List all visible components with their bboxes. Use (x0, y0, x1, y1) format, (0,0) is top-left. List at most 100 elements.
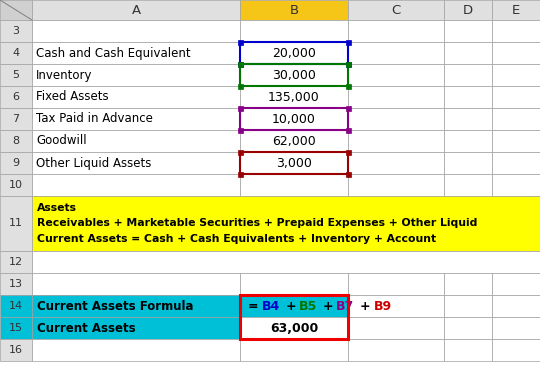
Text: Current Assets Formula: Current Assets Formula (37, 300, 193, 312)
Bar (32, 174, 240, 196)
Text: 9: 9 (12, 158, 19, 168)
Bar (238, 84, 243, 89)
Text: B9: B9 (374, 300, 391, 312)
Bar (0, 339, 32, 361)
Bar (492, 295, 540, 317)
Text: 30,000: 30,000 (272, 68, 316, 81)
Bar (240, 152, 348, 174)
Text: 20,000: 20,000 (272, 47, 316, 59)
Bar (346, 40, 351, 45)
Text: 14: 14 (9, 301, 23, 311)
Bar (346, 150, 351, 155)
Bar (240, 42, 348, 64)
Text: 13: 13 (9, 279, 23, 289)
Bar (444, 20, 492, 42)
Bar (444, 64, 492, 86)
Bar (0, 108, 32, 130)
Bar (346, 106, 351, 111)
Bar (0, 130, 32, 152)
Bar (240, 64, 348, 86)
Text: 4: 4 (12, 48, 19, 58)
Text: 135,000: 135,000 (268, 90, 320, 104)
Bar (240, 130, 348, 152)
Text: Current Assets: Current Assets (37, 321, 136, 334)
Bar (238, 62, 243, 67)
Bar (0, 20, 32, 42)
Bar (492, 86, 540, 108)
Bar (240, 295, 348, 339)
Bar (348, 0, 444, 20)
Bar (238, 106, 243, 111)
Bar (444, 273, 492, 295)
Bar (32, 86, 240, 108)
Bar (348, 295, 444, 317)
Text: 63,000: 63,000 (270, 321, 318, 334)
Bar (32, 317, 240, 339)
Bar (238, 40, 243, 45)
Bar (492, 20, 540, 42)
Bar (32, 0, 240, 20)
Text: Current Assets = Cash + Cash Equivalents + Inventory + Account: Current Assets = Cash + Cash Equivalents… (37, 234, 436, 244)
Bar (0, 152, 32, 174)
Bar (346, 84, 351, 89)
Text: Inventory: Inventory (36, 68, 92, 81)
Text: 12: 12 (9, 257, 23, 267)
Bar (240, 152, 348, 174)
Bar (492, 130, 540, 152)
Bar (32, 273, 240, 295)
Bar (32, 42, 240, 64)
Text: Goodwill: Goodwill (36, 135, 86, 147)
Bar (348, 86, 444, 108)
Text: Other Liquid Assets: Other Liquid Assets (36, 156, 151, 170)
Bar (348, 273, 444, 295)
Bar (346, 128, 351, 133)
Text: 5: 5 (12, 70, 19, 80)
Bar (348, 339, 444, 361)
Bar (348, 152, 444, 174)
Bar (0, 64, 32, 86)
Bar (348, 64, 444, 86)
Bar (348, 108, 444, 130)
Bar (444, 339, 492, 361)
Text: B7: B7 (336, 300, 354, 312)
Bar (240, 108, 348, 130)
Bar (240, 273, 348, 295)
Bar (444, 130, 492, 152)
Bar (240, 339, 348, 361)
Bar (348, 130, 444, 152)
Text: B5: B5 (299, 300, 317, 312)
Bar (0, 86, 32, 108)
Bar (492, 273, 540, 295)
Bar (240, 108, 348, 130)
Bar (492, 0, 540, 20)
Bar (238, 172, 243, 177)
Text: D: D (463, 4, 473, 16)
Text: 8: 8 (12, 136, 19, 146)
Bar (346, 62, 351, 67)
Bar (32, 108, 240, 130)
Bar (32, 20, 240, 42)
Text: Tax Paid in Advance: Tax Paid in Advance (36, 113, 153, 126)
Bar (0, 196, 32, 251)
Bar (240, 64, 348, 86)
Text: 62,000: 62,000 (272, 135, 316, 147)
Bar (346, 62, 351, 67)
Bar (240, 86, 348, 108)
Bar (240, 174, 348, 196)
Bar (348, 174, 444, 196)
Text: +: + (360, 300, 370, 312)
Text: E: E (512, 4, 520, 16)
Text: 15: 15 (9, 323, 23, 333)
Bar (492, 174, 540, 196)
Text: 3,000: 3,000 (276, 156, 312, 170)
Bar (238, 150, 243, 155)
Bar (0, 251, 32, 273)
Text: 10: 10 (9, 180, 23, 190)
Bar (444, 0, 492, 20)
Bar (0, 174, 32, 196)
Bar (492, 108, 540, 130)
Bar (492, 317, 540, 339)
Bar (32, 64, 240, 86)
Bar (492, 42, 540, 64)
Bar (444, 86, 492, 108)
